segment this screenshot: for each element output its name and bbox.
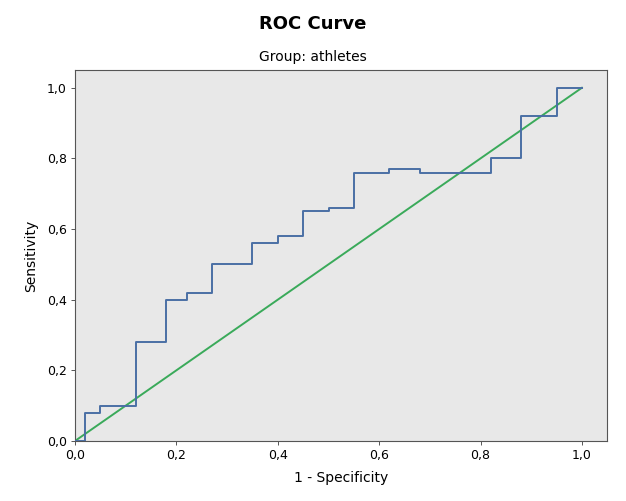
Text: ROC Curve: ROC Curve (259, 15, 367, 33)
X-axis label: 1 - Specificity: 1 - Specificity (294, 470, 388, 484)
Text: Group: athletes: Group: athletes (259, 50, 367, 64)
Y-axis label: Sensitivity: Sensitivity (24, 219, 38, 292)
